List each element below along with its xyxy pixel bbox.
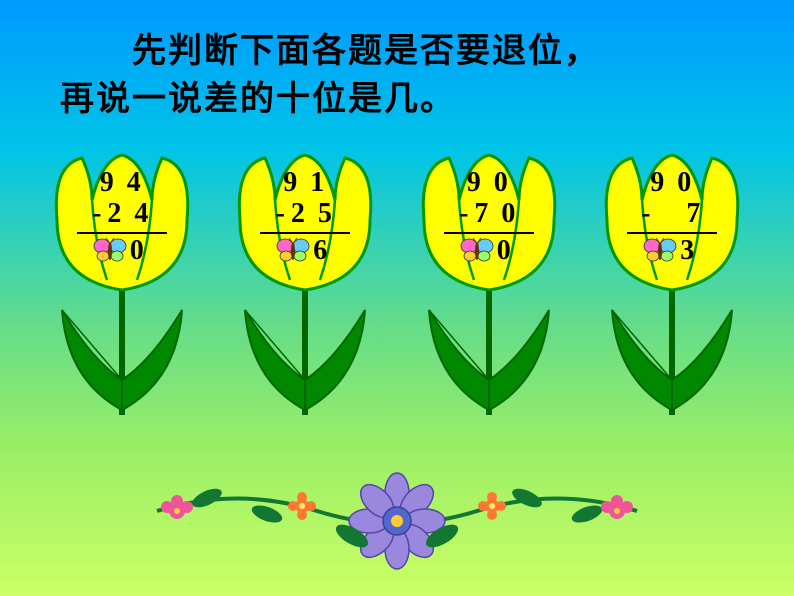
butterfly-icon bbox=[275, 238, 311, 264]
minuend: 9 1 bbox=[220, 168, 390, 199]
subtraction-equation: 9 0 - 7 3 bbox=[587, 168, 757, 266]
subtrahend: 2 5 bbox=[291, 199, 335, 230]
instruction-text: 先判断下面各题是否要退位， 再说一说差的十位是几。 bbox=[60, 28, 734, 123]
flower-problem: 9 0 - 7 0 0 bbox=[404, 150, 574, 450]
minuend: 9 0 bbox=[587, 168, 757, 199]
minus-sign: - bbox=[641, 199, 650, 230]
flower-problem: 9 4 - 2 4 0 bbox=[37, 150, 207, 450]
flower-problem: 9 1 - 2 5 6 bbox=[220, 150, 390, 450]
subtraction-equation: 9 1 - 2 5 6 bbox=[220, 168, 390, 266]
subtrahend: 2 4 bbox=[107, 199, 151, 230]
instruction-line2: 再说一说差的十位是几。 bbox=[60, 81, 456, 118]
equation-underline bbox=[444, 232, 534, 234]
subtraction-equation: 9 0 - 7 0 0 bbox=[404, 168, 574, 266]
ones-result: 6 bbox=[313, 236, 335, 267]
instruction-line1: 先判断下面各题是否要退位， bbox=[132, 33, 600, 70]
ones-result: 3 bbox=[680, 236, 702, 267]
flowers-row: 9 4 - 2 4 0 9 1 bbox=[0, 150, 794, 450]
equation-underline bbox=[627, 232, 717, 234]
flower-problem: 9 0 - 7 3 bbox=[587, 150, 757, 450]
equation-underline bbox=[77, 232, 167, 234]
equation-underline bbox=[260, 232, 350, 234]
butterfly-icon bbox=[642, 238, 678, 264]
minuend: 9 0 bbox=[404, 168, 574, 199]
subtraction-equation: 9 4 - 2 4 0 bbox=[37, 168, 207, 266]
subtrahend: 7 0 bbox=[474, 199, 518, 230]
ones-result: 0 bbox=[497, 236, 519, 267]
instruction-indent bbox=[60, 33, 132, 70]
minus-sign: - bbox=[459, 199, 468, 230]
minuend: 9 4 bbox=[37, 168, 207, 199]
minus-sign: - bbox=[276, 199, 285, 230]
butterfly-icon bbox=[459, 238, 495, 264]
floral-decoration bbox=[117, 456, 677, 576]
butterfly-icon bbox=[92, 238, 128, 264]
subtrahend: 7 bbox=[656, 199, 703, 230]
minus-sign: - bbox=[92, 199, 101, 230]
ones-result: 0 bbox=[130, 236, 152, 267]
